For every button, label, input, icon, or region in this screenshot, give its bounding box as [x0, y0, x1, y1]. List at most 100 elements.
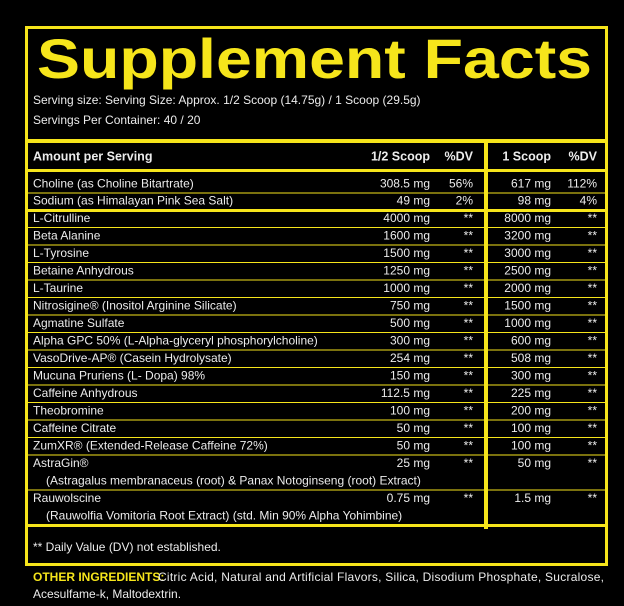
amount: 50 mg	[397, 421, 430, 435]
ingredient-name: L-Tyrosine	[33, 246, 89, 260]
ingredient-name: Choline (as Choline Bitartrate)	[33, 177, 194, 191]
amount: **	[588, 298, 598, 312]
rule	[26, 139, 607, 143]
ingredient-name: L-Citrulline	[33, 211, 91, 225]
column-divider	[484, 141, 488, 529]
amount: **	[464, 246, 474, 260]
amount: 4%	[580, 194, 598, 208]
column-header: Amount per Serving	[33, 149, 152, 163]
column-header: 1 Scoop	[502, 149, 551, 163]
amount: 0.75 mg	[387, 491, 430, 505]
amount: **	[464, 421, 474, 435]
amount: 98 mg	[518, 194, 551, 208]
amount: 200 mg	[511, 403, 551, 417]
row-divider	[26, 297, 607, 298]
amount: 2500 mg	[504, 263, 551, 277]
amount: 1600 mg	[383, 228, 430, 242]
amount: **	[588, 246, 598, 260]
amount: 100 mg	[390, 403, 430, 417]
rule	[26, 209, 607, 212]
amount: 112%	[567, 177, 597, 191]
amount: 4000 mg	[383, 211, 430, 225]
amount: 3000 mg	[504, 246, 551, 260]
rule	[26, 169, 607, 172]
ingredient-name: Beta Alanine	[33, 228, 101, 242]
rule	[26, 524, 607, 527]
label-border	[25, 26, 608, 566]
ingredient-name: L-Taurine	[33, 281, 83, 295]
ingredient-name: ZumXR® (Extended-Release Caffeine 72%)	[33, 438, 268, 452]
column-header: 1/2 Scoop	[371, 149, 430, 163]
amount: **	[588, 456, 598, 470]
amount: 750 mg	[390, 298, 430, 312]
amount: **	[588, 211, 598, 225]
column-header: %DV	[569, 149, 598, 163]
row-divider	[26, 279, 607, 281]
servings-per-container: Servings Per Container: 40 / 20	[33, 113, 201, 127]
ingredient-name: VasoDrive-AP® (Casein Hydrolysate)	[33, 351, 232, 365]
ingredient-name: Caffeine Anhydrous	[33, 386, 138, 400]
amount: **	[464, 351, 474, 365]
other-ingredients-text: Acesulfame-k, Maltodextrin.	[33, 587, 181, 601]
amount: 308.5 mg	[380, 177, 430, 191]
amount: 150 mg	[390, 368, 430, 382]
amount: 56%	[449, 177, 473, 191]
amount: **	[464, 316, 474, 330]
row-divider	[26, 489, 607, 491]
amount: **	[464, 386, 474, 400]
row-divider	[26, 402, 607, 403]
amount: 25 mg	[397, 456, 430, 470]
row-divider	[26, 262, 607, 263]
amount: 1500 mg	[504, 298, 551, 312]
amount: **	[588, 421, 598, 435]
amount: **	[464, 438, 474, 452]
amount: **	[464, 491, 474, 505]
ingredient-detail: (Astragalus membranaceus (root) & Panax …	[46, 473, 421, 487]
row-divider	[26, 454, 607, 456]
amount: **	[464, 403, 474, 417]
amount: 3200 mg	[504, 228, 551, 242]
amount: 1000 mg	[383, 281, 430, 295]
row-divider	[26, 367, 607, 368]
amount: **	[588, 263, 598, 277]
amount: **	[464, 333, 474, 347]
amount: **	[588, 281, 598, 295]
title: Supplement Facts	[37, 27, 592, 90]
row-divider	[26, 314, 607, 316]
ingredient-name: Nitrosigine® (Inositol Arginine Silicate…	[33, 298, 237, 312]
amount: **	[588, 368, 598, 382]
amount: **	[464, 263, 474, 277]
row-divider	[26, 332, 607, 333]
amount: **	[588, 333, 598, 347]
row-divider	[26, 437, 607, 438]
footnote: ** Daily Value (DV) not established.	[33, 540, 221, 554]
ingredient-name: Caffeine Citrate	[33, 421, 116, 435]
row-divider	[26, 419, 607, 421]
amount: **	[588, 438, 598, 452]
other-ingredients-label: OTHER INGREDIENTS:	[33, 570, 164, 584]
ingredient-detail: (Rauwolfia Vomitoria Root Extract) (std.…	[46, 508, 402, 522]
amount: 8000 mg	[504, 211, 551, 225]
amount: **	[588, 316, 598, 330]
row-divider	[26, 227, 607, 228]
row-divider	[26, 349, 607, 351]
amount: 508 mg	[511, 351, 551, 365]
amount: 300 mg	[390, 333, 430, 347]
amount: **	[464, 456, 474, 470]
row-divider	[26, 192, 607, 194]
amount: 225 mg	[511, 386, 551, 400]
amount: 1.5 mg	[514, 491, 551, 505]
row-divider	[26, 384, 607, 386]
amount: **	[464, 211, 474, 225]
amount: 2%	[456, 194, 474, 208]
column-header: %DV	[445, 149, 474, 163]
amount: 1500 mg	[383, 246, 430, 260]
amount: 2000 mg	[504, 281, 551, 295]
ingredient-name: AstraGin®	[33, 456, 89, 470]
amount: 254 mg	[390, 351, 430, 365]
amount: **	[588, 386, 598, 400]
ingredient-name: Alpha GPC 50% (L-Alpha-glyceryl phosphor…	[33, 333, 318, 347]
ingredient-name: Rauwolscine	[33, 491, 101, 505]
